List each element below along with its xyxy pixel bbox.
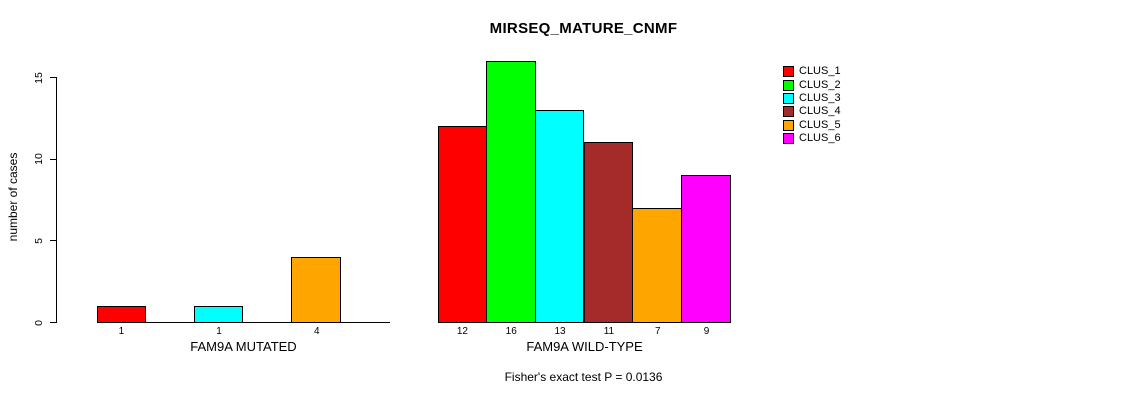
bar-value-label: 16 [505, 326, 517, 337]
bar-value-label: 1 [216, 326, 222, 337]
y-tick [50, 77, 56, 78]
y-tick-label: 5 [33, 237, 45, 244]
legend-item: CLUS_5 [783, 119, 841, 132]
y-tick [50, 322, 56, 323]
legend-item: CLUS_6 [783, 132, 841, 145]
legend-item: CLUS_2 [783, 78, 841, 91]
y-axis-line [56, 77, 57, 323]
legend-color-swatch [783, 106, 794, 118]
bar-value-label: 1 [118, 326, 125, 337]
bar-value-label: 13 [554, 326, 566, 337]
bar-CLUS_6 [681, 175, 731, 322]
legend-color-swatch [783, 133, 794, 145]
legend-color-swatch [783, 66, 794, 78]
bar-CLUS_1 [438, 126, 487, 322]
y-tick [50, 158, 56, 160]
bar-group: 12 16 13 11 7 9 FAM9A WILD-TYPE [438, 60, 731, 354]
legend-item: CLUS_4 [783, 105, 841, 118]
bar-value-label: 4 [313, 326, 320, 337]
legend-item-label: CLUS_6 [799, 132, 841, 145]
legend-color-swatch [783, 119, 794, 131]
bar-value-label: 12 [456, 326, 468, 337]
legend-item-label: CLUS_4 [799, 105, 841, 118]
bar-CLUS_5 [632, 207, 683, 322]
y-tick-label: 15 [33, 71, 45, 84]
bar-CLUS_2 [485, 60, 536, 322]
group-x-label: FAM9A MUTATED [190, 339, 297, 354]
bar-group: 1 1 4 FAM9A MUTATED [97, 77, 390, 354]
legend-item-label: CLUS_2 [799, 78, 841, 91]
fisher-test-note: Fisher's exact test P = 0.0136 [504, 370, 663, 384]
legend-item: CLUS_3 [783, 92, 841, 105]
legend-item: CLUS_1 [783, 65, 841, 78]
legend-item-label: CLUS_5 [799, 118, 841, 131]
legend-color-swatch [783, 79, 794, 91]
bar-CLUS_3 [534, 109, 585, 322]
bar-value-label: 11 [603, 326, 615, 337]
bar-CLUS_4 [583, 142, 634, 322]
y-tick [50, 240, 56, 242]
bar-CLUS_5 [291, 256, 342, 322]
bar-value-label: 9 [703, 326, 710, 337]
legend-item-label: CLUS_3 [799, 91, 841, 104]
bar-CLUS_3 [193, 305, 244, 322]
chart-title: MIRSEQ_MATURE_CNMF [489, 20, 678, 37]
legend-color-swatch [783, 92, 794, 104]
group-x-label: FAM9A WILD-TYPE [526, 339, 643, 354]
y-tick-label: 0 [33, 319, 45, 326]
bar-value-label: 7 [654, 326, 661, 337]
y-tick-label: 10 [33, 153, 45, 165]
legend-item-label: CLUS_1 [799, 65, 841, 78]
legend: CLUS_1 CLUS_2 CLUS_3 CLUS_4 CLUS_5 CLUS_6 [783, 65, 841, 145]
bar-CLUS_1 [97, 305, 146, 322]
y-axis-title: number of cases [6, 152, 20, 242]
